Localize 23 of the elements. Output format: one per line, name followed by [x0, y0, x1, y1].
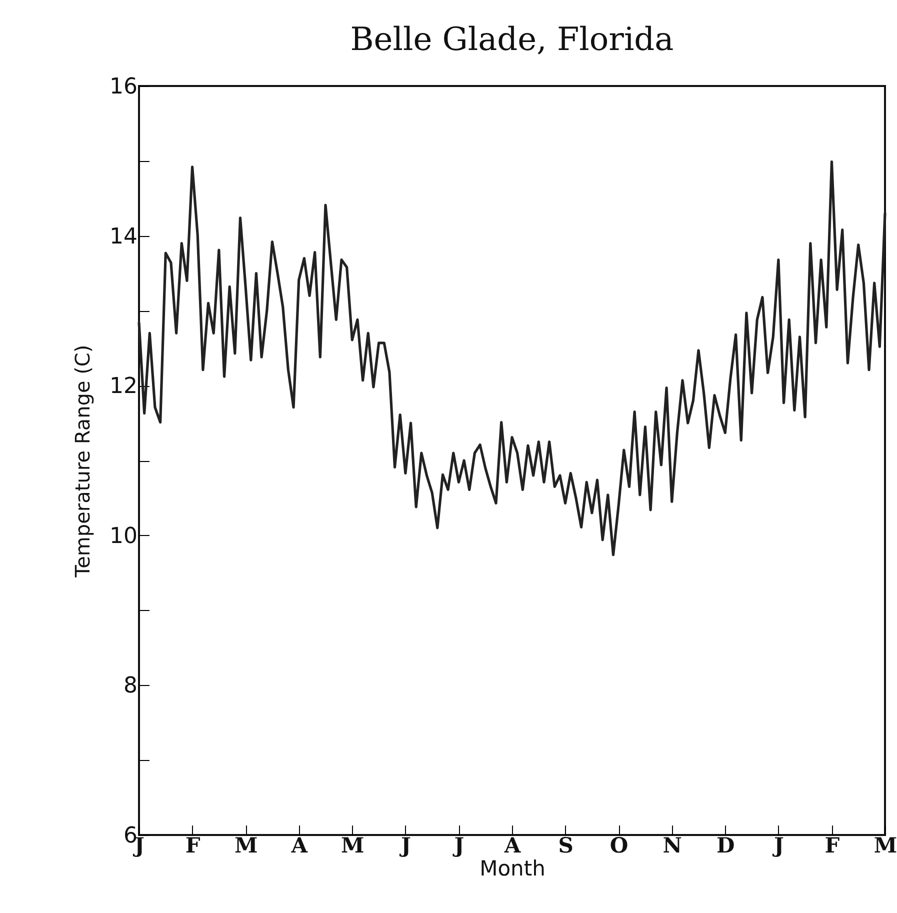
x-tick-label: M: [341, 832, 364, 858]
line-series: [138, 160, 886, 556]
x-tick-label: M: [234, 832, 258, 858]
x-tick-label: S: [558, 832, 574, 858]
x-tick-label: D: [716, 832, 735, 858]
x-tick-label: F: [824, 832, 840, 858]
chart-title: Belle Glade, Florida: [350, 20, 674, 58]
y-tick-label: 12: [110, 374, 138, 400]
x-tick-label: A: [503, 832, 522, 858]
x-tick-label: O: [610, 832, 628, 858]
y-tick-label: 16: [110, 74, 138, 100]
x-tick-label: J: [398, 832, 411, 858]
x-tick-label: J: [452, 832, 464, 858]
y-tick-label: 14: [110, 224, 138, 250]
x-tick-label: M: [874, 832, 897, 858]
y-tick-label: 8: [124, 674, 138, 699]
x-axis-title: Month: [480, 856, 546, 880]
x-tick-label: A: [290, 832, 308, 858]
y-tick-label: 10: [110, 524, 138, 549]
x-tick-label: N: [662, 832, 682, 858]
x-tick-label: J: [772, 832, 784, 858]
y-axis-title: Temperature Range (C): [70, 344, 95, 578]
x-tick-label: F: [185, 832, 200, 858]
